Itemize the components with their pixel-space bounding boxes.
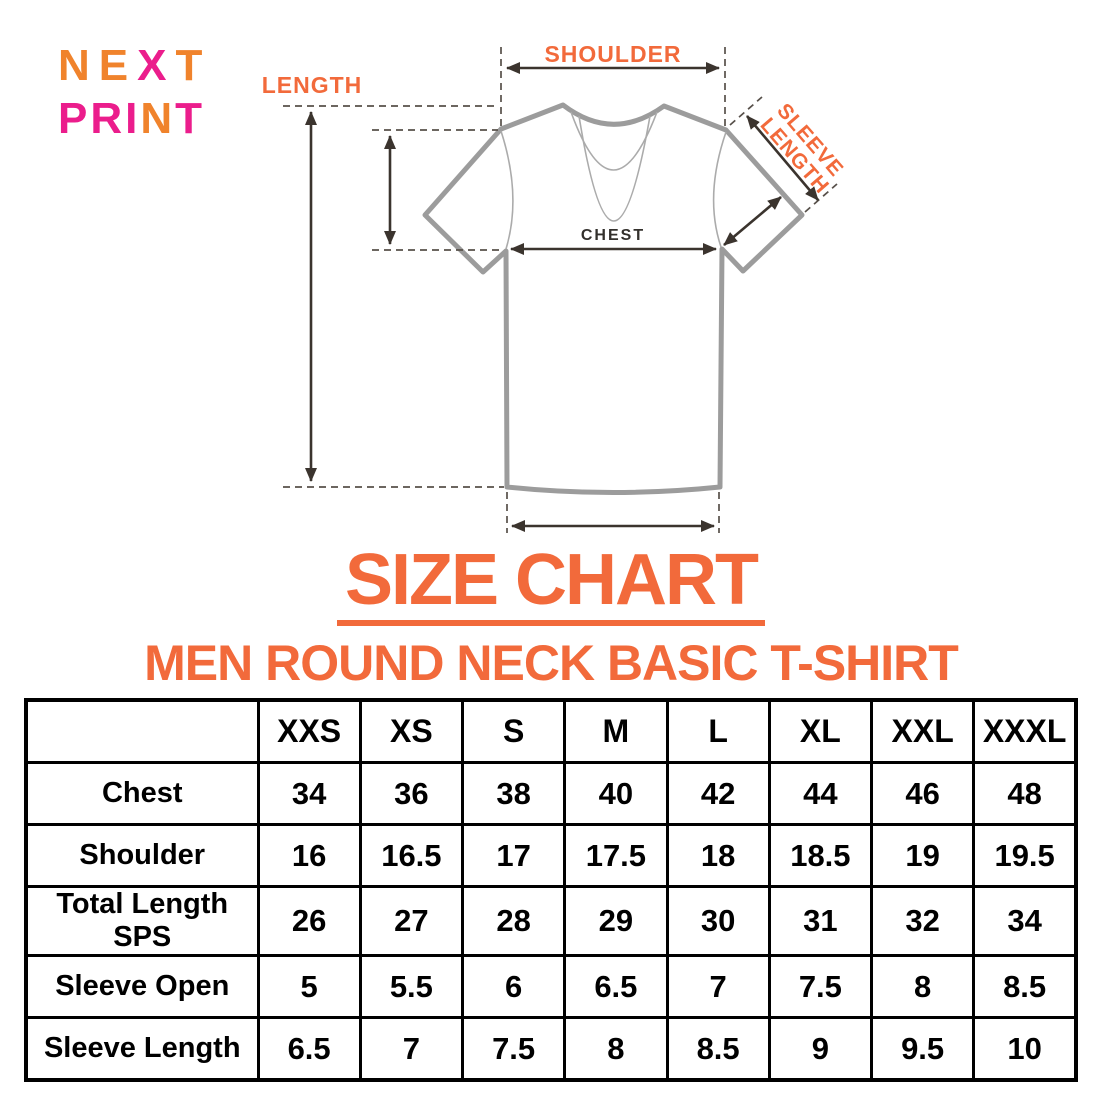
size-column-header: XXS: [256, 698, 362, 764]
size-column-header: L: [665, 698, 771, 764]
corner-cell: [24, 698, 260, 764]
size-value-cell: 18.5: [767, 823, 874, 888]
size-value-cell: 8: [869, 954, 976, 1019]
size-value-cell: 42: [665, 761, 771, 826]
size-value-cell: 31: [767, 885, 874, 957]
size-value-cell: 27: [358, 885, 465, 957]
size-value-cell: 36: [358, 761, 465, 826]
table-row: Sleeve Open 5 5.5 6 6.5 7 7.5 8 8.5: [24, 954, 1078, 1019]
size-value-cell: 17.5: [563, 823, 669, 888]
size-column-header: XXL: [869, 698, 976, 764]
title-wrap: SIZE CHART: [0, 543, 1102, 627]
front-neckline-seam: [578, 115, 651, 222]
size-column-header: XXXL: [972, 698, 1078, 764]
measurement-row-label: Sleeve Length: [24, 1016, 260, 1082]
chest-label: CHEST: [581, 227, 645, 244]
size-value-cell: 7: [665, 954, 771, 1019]
size-value-cell: 28: [460, 885, 567, 957]
tshirt-outline: [422, 102, 805, 495]
size-value-cell: 18: [665, 823, 771, 888]
size-column-header: XS: [358, 698, 465, 764]
table-row: Shoulder 16 16.5 17 17.5 18 18.5 19 19.5: [24, 823, 1078, 888]
logo-letter: I: [125, 94, 141, 143]
size-value-cell: 44: [767, 761, 874, 826]
size-value-cell: 5.5: [358, 954, 465, 1019]
page-subtitle: MEN ROUND NECK BASIC T-SHIRT: [144, 635, 959, 691]
size-value-cell: 7: [358, 1016, 465, 1082]
brand-logo: NEXT PRINT: [58, 44, 211, 141]
brand-logo-print: PRINT: [58, 97, 211, 141]
size-value-cell: 17: [460, 823, 567, 888]
logo-letter: N: [58, 41, 99, 90]
size-value-cell: 29: [563, 885, 669, 957]
size-column-header: M: [563, 698, 669, 764]
size-value-cell: 6.5: [256, 1016, 362, 1082]
sleeve-open-arrow: [723, 196, 782, 246]
logo-letter: E: [98, 41, 138, 90]
size-value-cell: 6.5: [563, 954, 669, 1019]
logo-letter: T: [175, 94, 206, 143]
measurement-row-label: Total Length SPS: [24, 885, 260, 957]
size-value-cell: 32: [869, 885, 976, 957]
size-value-cell: 7.5: [767, 954, 874, 1019]
left-armhole-seam: [500, 130, 514, 250]
size-value-cell: 19: [869, 823, 976, 888]
shoulder-label: SHOULDER: [544, 41, 681, 67]
size-value-cell: 46: [869, 761, 976, 826]
table-row: Sleeve Length 6.5 7 7.5 8 8.5 9 9.5 10: [24, 1016, 1078, 1082]
sleeve-length-arrow: [746, 115, 819, 201]
table-row: Chest 34 36 38 40 42 44 46 48: [24, 761, 1078, 826]
size-value-cell: 19.5: [972, 823, 1078, 888]
tshirt-measurement-diagram: SHOULDER LENGTH CHEST SLEEVE LENGTH: [262, 41, 848, 533]
page-title: SIZE CHART: [337, 543, 765, 627]
measurement-row-label: Sleeve Open: [24, 954, 260, 1019]
brand-logo-next: NEXT: [58, 44, 211, 88]
size-column-header: XL: [767, 698, 874, 764]
size-value-cell: 9: [767, 1016, 874, 1082]
size-value-cell: 30: [665, 885, 771, 957]
logo-letter: R: [90, 94, 126, 143]
size-value-cell: 26: [256, 885, 362, 957]
size-value-cell: 16.5: [358, 823, 465, 888]
table-row: Total Length SPS 26 27 28 29 30 31 32 34: [24, 885, 1078, 957]
right-armhole-seam: [712, 131, 727, 248]
size-value-cell: 40: [563, 761, 669, 826]
size-table: XXS XS S M L XL XXL XXXL Chest 34 36 38 40 42 44 46 48 Sh…: [24, 698, 1078, 1082]
size-value-cell: 8.5: [665, 1016, 771, 1082]
size-value-cell: 7.5: [460, 1016, 567, 1082]
size-value-cell: 6: [460, 954, 567, 1019]
size-column-header: S: [460, 698, 567, 764]
logo-letter: P: [58, 94, 91, 143]
size-value-cell: 5: [256, 954, 362, 1019]
size-value-cell: 10: [972, 1016, 1078, 1082]
logo-letter: X: [137, 41, 176, 90]
size-value-cell: 9.5: [869, 1016, 976, 1082]
size-value-cell: 16: [256, 823, 362, 888]
size-value-cell: 48: [972, 761, 1078, 826]
logo-letter: N: [140, 94, 176, 143]
size-value-cell: 8: [563, 1016, 669, 1082]
table-header-row: XXS XS S M L XL XXL XXXL: [24, 698, 1078, 764]
size-value-cell: 38: [460, 761, 567, 826]
length-label: LENGTH: [262, 72, 363, 98]
measurement-row-label: Shoulder: [24, 823, 260, 888]
size-value-cell: 34: [972, 885, 1078, 957]
size-value-cell: 34: [256, 761, 362, 826]
size-value-cell: 8.5: [972, 954, 1078, 1019]
logo-letter: T: [175, 41, 212, 90]
measurement-row-label: Chest: [24, 761, 260, 826]
dashed-guides: [283, 47, 838, 533]
